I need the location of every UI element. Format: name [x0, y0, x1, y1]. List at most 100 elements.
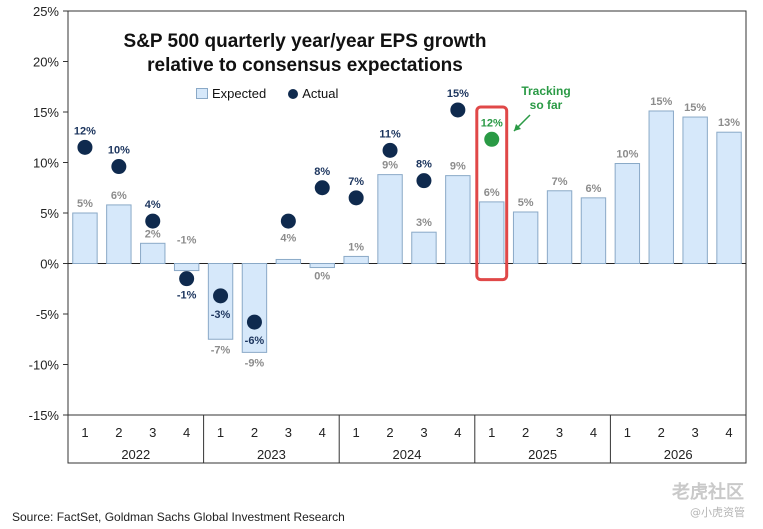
x-quarter-label: 2 [115, 425, 122, 440]
y-tick-label: -5% [36, 307, 60, 322]
expected-label: 2% [145, 228, 161, 240]
expected-label: 0% [314, 271, 330, 283]
x-year-label: 2022 [121, 447, 150, 462]
actual-dot-tracking [484, 131, 500, 147]
x-quarter-label: 4 [590, 425, 597, 440]
expected-label: -7% [211, 344, 231, 356]
chart-title-line-1: S&P 500 quarterly year/year EPS growth [123, 31, 487, 52]
actual-dot [77, 139, 93, 155]
x-quarter-label: 4 [725, 425, 732, 440]
actual-label: 15% [447, 88, 469, 100]
expected-label: 5% [77, 198, 93, 210]
expected-label: 13% [718, 117, 740, 129]
actual-label: 10% [108, 145, 130, 157]
expected-bar [512, 211, 539, 265]
expected-bar [275, 258, 302, 264]
tracking-arrowhead [514, 124, 521, 131]
expected-bar [173, 263, 200, 272]
x-quarter-label: 2 [522, 425, 529, 440]
expected-label: 9% [450, 161, 466, 173]
expected-bar [648, 110, 674, 264]
x-year-label: 2025 [528, 447, 557, 462]
x-quarter-label: 1 [81, 425, 88, 440]
expected-bar [716, 131, 742, 264]
expected-bar [106, 204, 132, 264]
chart-title: S&P 500 quarterly year/year EPS growth r… [60, 30, 550, 78]
expected-label: 7% [552, 176, 568, 188]
actual-label: 4% [145, 199, 161, 211]
actual-label: -6% [245, 335, 265, 347]
expected-label: 5% [518, 197, 534, 209]
expected-bar [72, 212, 98, 264]
x-quarter-label: 2 [658, 425, 665, 440]
expected-label: 15% [684, 102, 706, 114]
tracking-annotation-line-2: so far [529, 98, 563, 112]
plot-frame [67, 10, 747, 464]
actual-dot [280, 213, 296, 229]
tracking-annotation: Tracking so far [508, 84, 584, 112]
expected-bar [140, 242, 166, 265]
y-tick-label: -10% [29, 358, 60, 373]
x-quarter-label: 1 [217, 425, 224, 440]
expected-label: 1% [348, 241, 364, 253]
expected-label: -1% [177, 235, 197, 247]
x-quarter-label: 3 [285, 425, 292, 440]
x-quarter-label: 3 [556, 425, 563, 440]
x-year-label: 2024 [393, 447, 422, 462]
actual-dot [213, 288, 229, 304]
actual-dot [179, 271, 195, 287]
x-quarter-label: 3 [420, 425, 427, 440]
expected-bar [445, 175, 471, 265]
legend: Expected Actual [196, 86, 338, 101]
actual-label: 11% [379, 128, 401, 140]
expected-label: 9% [382, 160, 398, 172]
actual-dot [450, 102, 466, 118]
actual-label: 12% [74, 125, 96, 137]
x-quarter-label: 3 [692, 425, 699, 440]
expected-bar [614, 163, 641, 264]
y-tick-label: -15% [29, 408, 60, 423]
expected-bar [343, 255, 369, 264]
actual-label: 8% [314, 166, 330, 178]
watermark-handle: @小虎资管 [690, 506, 745, 519]
actual-dot [314, 180, 330, 196]
y-tick-label: 0% [40, 257, 59, 272]
x-quarter-label: 2 [386, 425, 393, 440]
actual-dot [348, 190, 364, 206]
actual-label: -3% [211, 309, 231, 321]
y-tick-label: 10% [33, 156, 59, 171]
expected-bar [309, 263, 335, 269]
expected-label: 4% [280, 233, 296, 245]
expected-label: 6% [111, 190, 127, 202]
expected-label: 6% [585, 183, 601, 195]
x-year-label: 2026 [664, 447, 693, 462]
expected-label: 3% [416, 217, 432, 229]
actual-label: 8% [416, 159, 432, 171]
expected-bar [546, 190, 573, 264]
x-quarter-label: 3 [149, 425, 156, 440]
legend-expected-swatch [196, 88, 208, 99]
expected-bar [411, 231, 437, 265]
actual-dot [111, 159, 127, 175]
actual-label: 7% [348, 176, 364, 188]
tracking-highlight-box [475, 105, 509, 282]
legend-actual-swatch [288, 88, 299, 99]
chart-title-line-2: relative to consensus expectations [147, 55, 463, 76]
y-tick-label: 15% [33, 105, 59, 120]
expected-bar [479, 201, 505, 264]
watermark-brand: 老虎社区 [672, 482, 744, 503]
actual-dot [416, 173, 432, 189]
actual-dot [382, 142, 398, 158]
x-quarter-label: 4 [183, 425, 190, 440]
x-quarter-label: 1 [488, 425, 495, 440]
source-note: Source: FactSet, Goldman Sachs Global In… [12, 510, 345, 524]
x-quarter-label: 2 [251, 425, 258, 440]
expected-bar [241, 263, 268, 353]
x-year-label: 2023 [257, 447, 286, 462]
y-tick-label: 25% [33, 4, 59, 19]
expected-label: 6% [484, 187, 500, 199]
x-quarter-label: 1 [624, 425, 631, 440]
legend-expected-label: Expected [212, 86, 267, 101]
expected-label: -9% [245, 357, 265, 369]
